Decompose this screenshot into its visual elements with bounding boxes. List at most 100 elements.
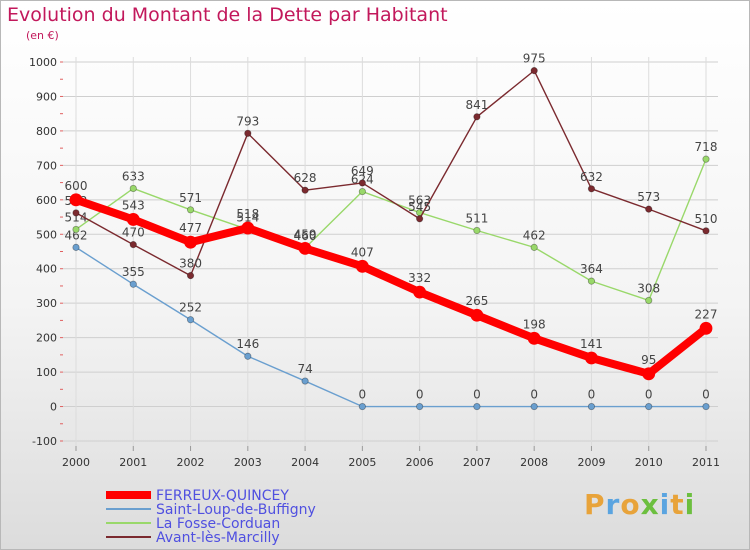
data-point [186,316,195,324]
data-point [129,241,137,249]
data-point [413,285,427,299]
data-label: 74 [297,362,312,376]
x-tick-label: 2007 [463,456,491,469]
data-point [699,321,713,335]
legend-label: FERREUX-QUINCEY [156,488,289,504]
data-label: 470 [122,226,145,240]
data-point [645,205,653,213]
data-label: 0 [645,388,653,402]
data-label: 518 [236,207,259,221]
data-label: 227 [695,307,718,321]
x-tick-label: 2002 [177,456,205,469]
data-point [527,331,541,345]
data-label: 265 [465,294,488,308]
data-point [587,277,596,285]
y-tick-label: 500 [36,228,57,241]
data-point [129,280,137,288]
data-point [72,243,80,251]
data-label: 462 [523,228,546,242]
data-point [473,113,481,121]
data-label: 573 [637,190,660,204]
data-label: 364 [580,262,603,276]
data-point [186,272,195,280]
data-label: 649 [351,164,374,178]
data-point [702,155,710,163]
data-point [69,193,83,207]
proxiti-logo: Proxiti [584,488,696,521]
y-tick-label: 100 [36,366,57,379]
data-point [301,186,309,194]
x-tick-label: 2005 [348,456,376,469]
data-label: 380 [179,257,202,271]
x-tick-label: 2000 [62,456,90,469]
data-label: 332 [408,271,431,285]
data-point [126,213,140,226]
x-tick-label: 2011 [692,456,720,469]
data-point [702,402,710,411]
data-label: 459 [294,227,317,241]
legend-label: La Fosse-Corduan [156,516,280,532]
data-label: 793 [236,114,259,128]
data-point [473,402,481,411]
x-tick-label: 2010 [635,456,663,469]
data-point [645,296,653,305]
x-tick-label: 2006 [406,456,434,469]
x-tick-label: 2009 [577,456,605,469]
data-point [186,206,195,214]
data-label: 514 [236,210,259,224]
data-point [470,308,484,322]
data-label: 355 [122,265,145,279]
data-label: 0 [588,388,596,402]
data-point [298,241,312,255]
y-tick-label: 600 [36,194,57,207]
data-label: 0 [359,388,367,402]
data-point [129,184,137,193]
unit-label: (en €) [26,29,59,42]
data-label: 252 [179,301,202,315]
data-label: 0 [416,388,424,402]
data-label: 0 [702,388,710,402]
series-line [75,69,707,277]
data-point [355,259,369,273]
data-label: 545 [408,200,431,214]
data-point [241,221,255,235]
data-point [72,209,80,217]
x-tick-label: 2004 [291,456,319,469]
data-label: 718 [695,140,718,154]
series-line [75,246,707,408]
data-point [244,352,252,360]
data-point [587,185,596,193]
data-point [642,367,656,381]
data-label: 628 [294,171,317,185]
x-tick-label: 2003 [234,456,262,469]
y-tick-label: -100 [32,435,57,448]
data-point [244,129,252,137]
x-tick-label: 2008 [520,456,548,469]
data-label: 514 [65,210,88,224]
data-point [585,351,598,365]
data-label: 633 [122,169,145,183]
data-point [358,179,366,187]
data-label: 0 [530,388,538,402]
y-tick-label: 0 [50,401,57,414]
y-tick-label: 800 [36,125,57,138]
data-label: 632 [580,170,603,184]
data-point [358,402,366,411]
x-tick-label: 2001 [119,456,147,469]
data-point [301,377,309,385]
y-tick-label: 400 [36,263,57,276]
series-line [72,195,710,378]
data-label: 198 [523,317,546,331]
data-label: 511 [465,211,488,225]
data-point [416,215,424,223]
data-label: 462 [65,228,88,242]
legend-label: Avant-lès-Marcilly [156,530,280,546]
data-point [473,226,481,235]
data-label: 571 [179,191,202,205]
data-label: 0 [473,388,481,402]
data-point [416,402,424,411]
data-label: 477 [179,221,202,235]
data-point [530,67,538,75]
data-label: 510 [695,212,718,226]
